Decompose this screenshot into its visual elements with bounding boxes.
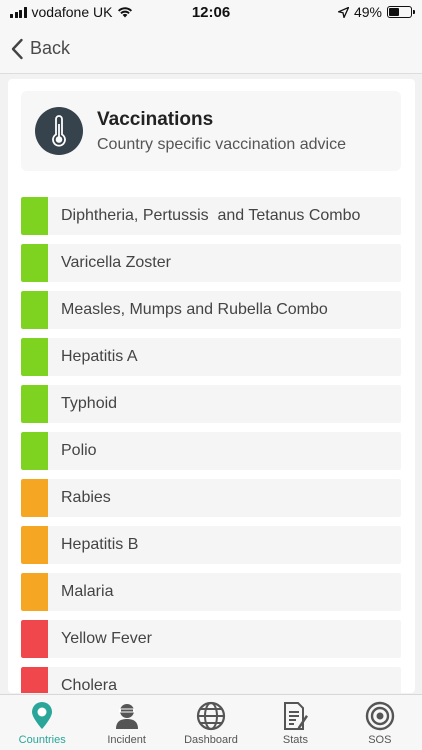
back-button[interactable]: Back bbox=[10, 38, 70, 60]
vaccination-item[interactable]: Cholera bbox=[21, 667, 401, 693]
carrier-name: vodafone UK bbox=[31, 4, 113, 20]
vaccination-list: Diphtheria, Pertussis and Tetanus Combo V… bbox=[21, 197, 401, 693]
location-pin-icon bbox=[29, 700, 55, 732]
vaccination-item[interactable]: Malaria bbox=[21, 573, 401, 611]
stats-document-icon bbox=[281, 700, 309, 732]
globe-icon bbox=[196, 700, 226, 732]
vaccination-label: Varicella Zoster bbox=[61, 254, 171, 271]
vaccination-label: Cholera bbox=[61, 677, 118, 693]
tab-incident[interactable]: Incident bbox=[84, 695, 168, 750]
tab-label: Dashboard bbox=[184, 734, 238, 746]
tab-stats[interactable]: Stats bbox=[253, 695, 337, 750]
status-bar-right: 49% bbox=[337, 4, 415, 20]
status-indicator bbox=[21, 197, 48, 235]
status-indicator bbox=[21, 291, 48, 329]
status-indicator bbox=[21, 479, 48, 517]
navigation-bar: Back bbox=[0, 24, 422, 74]
tab-sos[interactable]: SOS bbox=[338, 695, 422, 750]
page-subtitle: Country specific vaccination advice bbox=[97, 135, 347, 153]
tab-label: Stats bbox=[282, 734, 308, 746]
tab-bar: Countries Incident Dashboard Stats SOS bbox=[0, 694, 422, 750]
status-bar: vodafone UK 12:06 49% bbox=[0, 0, 422, 24]
status-indicator bbox=[21, 244, 48, 282]
vaccination-label: Hepatitis A bbox=[61, 348, 138, 365]
back-label: Back bbox=[30, 38, 71, 58]
status-indicator bbox=[21, 620, 48, 658]
vaccination-item[interactable]: Varicella Zoster bbox=[21, 244, 401, 282]
vaccination-label: Typhoid bbox=[61, 395, 118, 412]
tab-countries[interactable]: Countries bbox=[0, 695, 84, 750]
vaccination-label: Malaria bbox=[61, 583, 114, 600]
incident-person-icon bbox=[114, 700, 140, 732]
status-bar-left: vodafone UK bbox=[10, 4, 133, 20]
content-panel: Vaccinations Country specific vaccinatio… bbox=[8, 79, 415, 693]
vaccination-label: Rabies bbox=[61, 489, 111, 506]
wifi-icon bbox=[118, 7, 133, 18]
chevron-left-icon bbox=[11, 38, 23, 59]
vaccination-label: Diphtheria, Pertussis and Tetanus Combo bbox=[61, 207, 361, 224]
header-text: Vaccinations Country specific vaccinatio… bbox=[97, 109, 346, 154]
status-indicator bbox=[21, 385, 48, 423]
vaccination-item[interactable]: Hepatitis A bbox=[21, 338, 401, 376]
tab-dashboard[interactable]: Dashboard bbox=[169, 695, 253, 750]
location-arrow-icon bbox=[337, 6, 349, 18]
vaccination-item[interactable]: Measles, Mumps and Rubella Combo bbox=[21, 291, 401, 329]
vaccination-label: Hepatitis B bbox=[61, 536, 139, 553]
battery-percent: 49% bbox=[353, 4, 382, 20]
signal-strength-icon bbox=[10, 6, 27, 18]
vaccination-label: Yellow Fever bbox=[61, 630, 153, 647]
tab-label: Incident bbox=[107, 734, 146, 746]
thermometer-icon bbox=[35, 107, 83, 155]
vaccinations-header: Vaccinations Country specific vaccinatio… bbox=[21, 91, 401, 171]
vaccination-label: Measles, Mumps and Rubella Combo bbox=[61, 301, 328, 318]
vaccination-item[interactable]: Diphtheria, Pertussis and Tetanus Combo bbox=[21, 197, 401, 235]
vaccination-label: Polio bbox=[61, 442, 97, 459]
tab-label: SOS bbox=[368, 734, 392, 746]
sos-target-icon bbox=[365, 700, 395, 732]
status-indicator bbox=[21, 432, 48, 470]
vaccination-item[interactable]: Hepatitis B bbox=[21, 526, 401, 564]
status-indicator bbox=[21, 526, 48, 564]
vaccination-item[interactable]: Yellow Fever bbox=[21, 620, 401, 658]
status-indicator bbox=[21, 573, 48, 611]
status-indicator bbox=[21, 667, 48, 693]
tab-label: Countries bbox=[18, 734, 66, 746]
vaccination-item[interactable]: Typhoid bbox=[21, 385, 401, 423]
vaccination-item[interactable]: Rabies bbox=[21, 479, 401, 517]
status-indicator bbox=[21, 338, 48, 376]
page-title: Vaccinations bbox=[97, 108, 214, 130]
battery-icon bbox=[387, 6, 415, 18]
battery-level-fill bbox=[389, 8, 400, 16]
vaccination-item[interactable]: Polio bbox=[21, 432, 401, 470]
